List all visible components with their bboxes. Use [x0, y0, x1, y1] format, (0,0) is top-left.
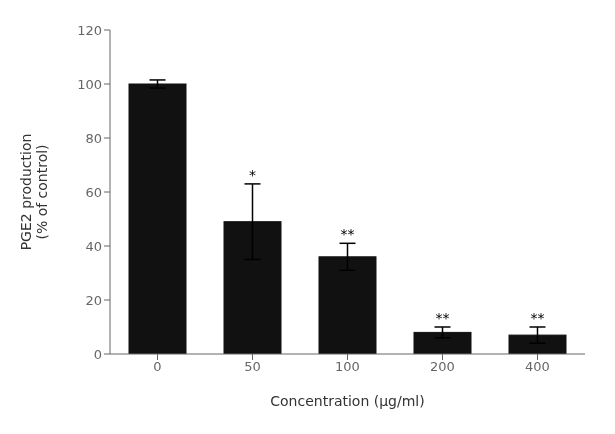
svg-text:60: 60: [85, 185, 102, 200]
svg-text:400: 400: [525, 359, 550, 374]
svg-text:120: 120: [77, 23, 102, 38]
svg-text:**: **: [531, 310, 545, 326]
svg-text:**: **: [436, 310, 450, 326]
svg-text:0: 0: [94, 347, 102, 362]
svg-text:PGE2 production(% of control): PGE2 production(% of control): [18, 134, 51, 251]
svg-text:40: 40: [85, 239, 102, 254]
svg-text:100: 100: [77, 77, 102, 92]
svg-text:**: **: [341, 226, 355, 242]
svg-text:100: 100: [335, 359, 360, 374]
svg-text:Concentration (μg/ml): Concentration (μg/ml): [270, 393, 424, 409]
svg-text:0: 0: [153, 359, 161, 374]
svg-text:80: 80: [85, 131, 102, 146]
svg-text:200: 200: [430, 359, 455, 374]
svg-text:20: 20: [85, 293, 102, 308]
svg-text:*: *: [249, 167, 256, 183]
svg-text:50: 50: [244, 359, 261, 374]
